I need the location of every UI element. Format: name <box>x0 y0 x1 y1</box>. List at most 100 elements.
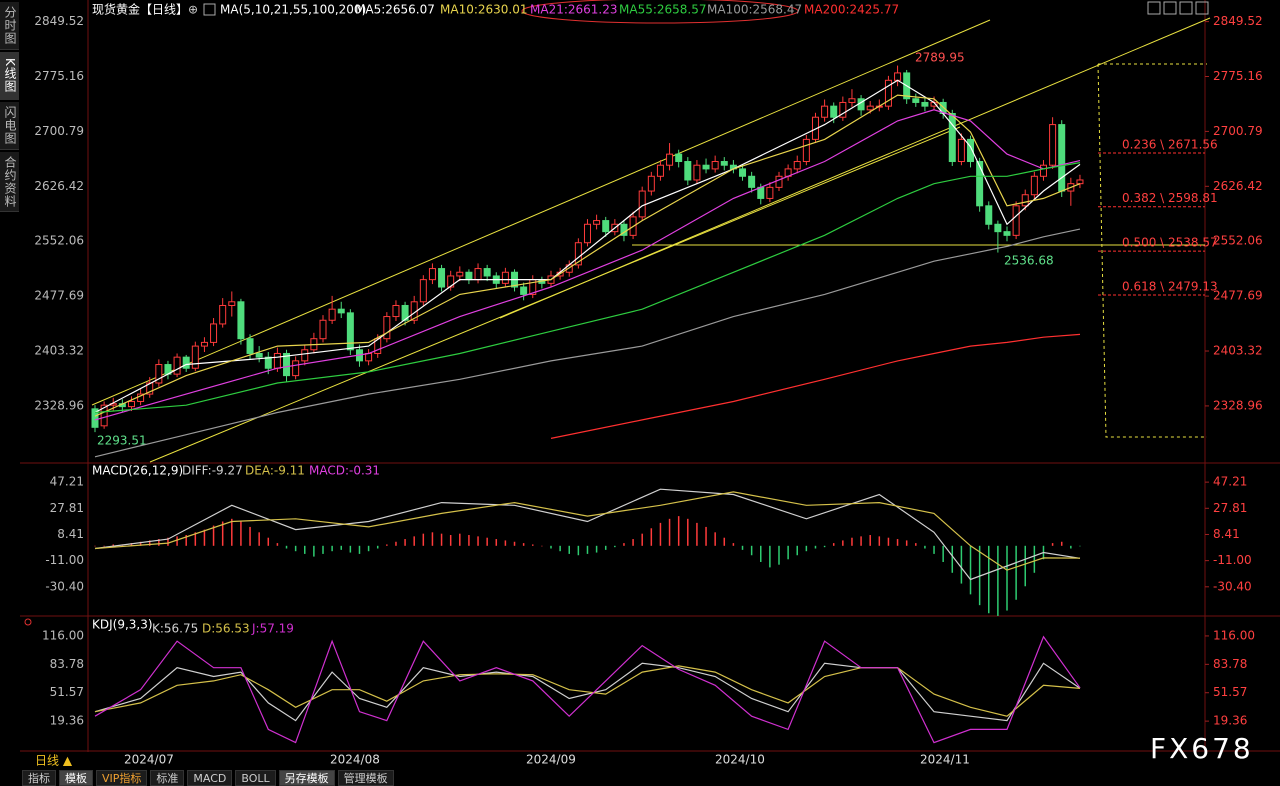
candle-body <box>702 164 710 170</box>
tab[interactable]: VIP指标 <box>96 770 148 786</box>
candle-body <box>100 404 108 427</box>
candle-body <box>720 161 728 166</box>
macd-bar <box>1079 545 1081 547</box>
macd-bar <box>313 545 315 557</box>
macd-bar <box>714 532 716 546</box>
candle-body <box>419 279 427 303</box>
macd-bar <box>960 545 963 584</box>
macd-bar <box>185 535 187 546</box>
tool-button[interactable] <box>1163 1 1177 15</box>
macd-bar <box>194 532 197 546</box>
tab[interactable]: MACD <box>187 770 233 786</box>
candle-body <box>811 116 819 140</box>
candle-body <box>1039 164 1047 177</box>
high-label: 2789.95 <box>915 51 965 65</box>
macd-bar <box>924 545 926 549</box>
tab[interactable]: 另存模板 <box>278 770 335 786</box>
candle-body <box>821 105 829 118</box>
candle-body <box>301 349 309 362</box>
tab[interactable]: 标准 <box>150 770 185 786</box>
y-tick-label: 116.00 <box>42 628 84 642</box>
macd-bar <box>112 544 114 546</box>
macd-bar <box>750 545 753 556</box>
macd-bar <box>568 545 570 554</box>
toolbar <box>1147 1 1209 15</box>
indicator-line <box>94 228 1081 458</box>
macd-bar <box>650 528 653 546</box>
low-label: 2536.68 <box>1004 254 1054 268</box>
trend-line <box>499 17 1211 319</box>
candle-body <box>1030 175 1038 196</box>
macd-bar <box>221 521 224 546</box>
y-tick-label: 2849.52 <box>34 14 84 28</box>
macd-bar <box>559 545 561 552</box>
macd-bar <box>495 539 498 546</box>
legend-entry: MA55:2658.57 <box>619 3 707 17</box>
y-tick-label: 19.36 <box>50 714 84 728</box>
sidebar-item[interactable]: 闪电图 <box>0 102 19 150</box>
macd-bar <box>741 545 744 550</box>
macd-bar <box>604 545 607 550</box>
tab[interactable]: BOLL <box>235 770 276 786</box>
macd-bar <box>322 545 324 554</box>
macd-bar <box>805 545 808 552</box>
macd-bar <box>212 525 215 546</box>
tab[interactable]: 模板 <box>59 770 93 786</box>
legend-entry: MACD:-0.31 <box>309 464 380 478</box>
legend-entry: MA10:2630.01 <box>440 3 528 17</box>
legend-entry: MA100:2568.47 <box>707 3 802 17</box>
sidebar-item[interactable]: 分时图 <box>0 2 19 50</box>
candle-body <box>1012 205 1020 236</box>
macd-bar <box>267 537 270 546</box>
macd-bar <box>276 543 279 546</box>
candle-body <box>866 105 874 111</box>
legend-entry: MA200:2425.77 <box>804 3 899 17</box>
y-tick-label: 2328.96 <box>34 398 84 412</box>
candle-body <box>127 400 135 408</box>
macd-bar <box>349 545 352 553</box>
candle-body <box>802 138 810 163</box>
macd-bar <box>732 543 735 546</box>
macd-bar <box>532 544 534 546</box>
icon[interactable] <box>24 618 32 626</box>
macd-bar <box>541 545 543 547</box>
date-label: 2024/09 <box>526 753 576 767</box>
macd-bar <box>176 536 178 546</box>
macd-bar <box>94 545 96 547</box>
tab[interactable]: 管理模板 <box>337 770 394 786</box>
candle-body <box>839 101 847 118</box>
period[interactable]: 日线 ▲ <box>35 754 73 768</box>
candle-body <box>793 161 801 170</box>
candle-body <box>757 186 765 199</box>
indicator: MACD(26,12,9) <box>92 464 183 478</box>
macd-bar <box>340 545 342 550</box>
macd-bar <box>878 536 881 546</box>
sidebar-item[interactable]: 合约资料 <box>0 152 19 212</box>
tool-button[interactable] <box>1195 1 1209 15</box>
macd-bar <box>988 545 990 614</box>
macd-bar <box>294 545 297 552</box>
candle-body <box>91 408 99 428</box>
macd-bar <box>723 537 726 546</box>
y-tick-label: 47.21 <box>1213 475 1247 489</box>
candle-body <box>693 164 701 181</box>
macd-bar <box>896 539 899 546</box>
candle-body <box>447 275 455 288</box>
date-label: 2024/11 <box>920 753 970 767</box>
candle-body <box>766 186 774 199</box>
y-tick-label: 2403.32 <box>34 344 84 358</box>
sidebar-item[interactable]: K线图 <box>0 52 19 100</box>
macd-bar <box>696 522 698 546</box>
y-tick-label: 2626.42 <box>1213 179 1263 193</box>
candle-body <box>328 308 336 321</box>
candle-body <box>1021 194 1029 207</box>
tab[interactable]: 指标 <box>22 770 56 786</box>
candle-body <box>401 304 409 321</box>
icon[interactable]: ⊕ <box>188 3 198 17</box>
icon[interactable] <box>203 3 216 16</box>
tool-button[interactable] <box>1179 1 1193 15</box>
y-tick-label: 2328.96 <box>1213 398 1263 412</box>
tool-button[interactable] <box>1147 1 1161 15</box>
candle-body <box>283 352 291 377</box>
